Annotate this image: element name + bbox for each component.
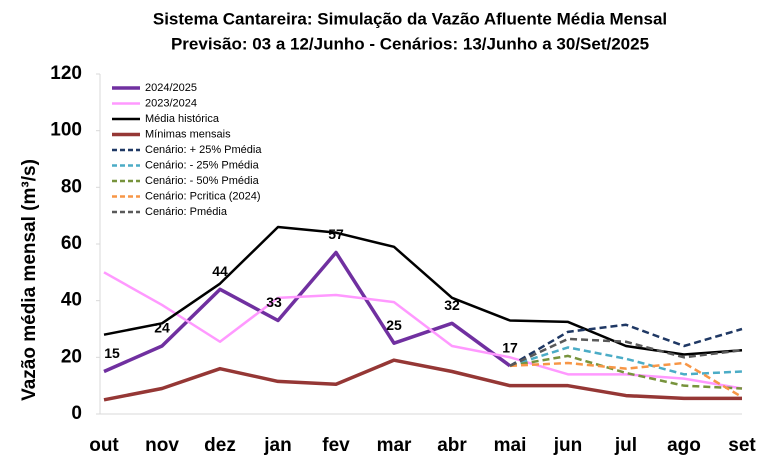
x-tick-label: jun: [553, 435, 583, 456]
legend-label: Cenário: - 25% Pmédia: [145, 159, 260, 171]
data-label: 15: [104, 345, 120, 361]
chart-title: Sistema Cantareira: Simulação da Vazão A…: [153, 9, 667, 28]
y-tick-label: 120: [50, 63, 82, 84]
series-line: [103, 225, 743, 356]
series-line: [103, 358, 742, 402]
y-tick-label: 100: [50, 120, 82, 141]
series-line: [509, 323, 743, 367]
series-line: [509, 354, 743, 390]
data-label: 57: [328, 226, 344, 242]
x-tick-label: nov: [145, 435, 179, 456]
x-tick-label: ago: [667, 435, 701, 456]
y-tick-label: 20: [61, 346, 82, 367]
x-tick-label: abr: [437, 435, 467, 456]
x-tick-label: mai: [494, 435, 527, 456]
legend-label: Cenário: - 50% Pmédia: [145, 175, 260, 187]
data-label: 33: [266, 294, 282, 310]
x-tick-label: jan: [263, 435, 291, 456]
data-label: 44: [212, 263, 228, 279]
y-tick-label: 80: [61, 176, 82, 197]
y-tick-label: 0: [71, 403, 82, 424]
x-tick-label: jul: [614, 435, 637, 456]
y-tick-label: 40: [61, 290, 82, 311]
legend-label: 2023/2024: [145, 97, 197, 109]
y-axis-label: Vazão média mensal (m³/s): [19, 159, 40, 401]
legend-label: Cenário: Pcritica (2024): [145, 190, 261, 202]
series-line: [509, 346, 743, 376]
data-label: 17: [502, 340, 518, 356]
data-label: 24: [154, 320, 170, 336]
legend-label: Cenário: + 25% Pmédia: [145, 144, 262, 156]
y-tick-label: 60: [61, 233, 82, 254]
chart-subtitle: Previsão: 03 a 12/Junho - Cenários: 13/J…: [171, 34, 649, 53]
legend-label: 2024/2025: [145, 82, 197, 94]
series-line: [509, 361, 743, 399]
x-tick-label: out: [89, 435, 119, 456]
legend-label: Média histórica: [145, 113, 220, 125]
x-tick-label: set: [728, 435, 756, 456]
data-label: 32: [444, 297, 460, 313]
x-tick-label: mar: [377, 435, 412, 456]
legend-label: Cenário: Pmédia: [145, 206, 228, 218]
x-tick-label: fev: [322, 435, 350, 456]
series-line: [509, 337, 743, 367]
series-line: [103, 250, 512, 374]
x-tick-label: dez: [204, 435, 236, 456]
series-line: [103, 271, 743, 390]
data-label: 25: [386, 317, 402, 333]
legend-label: Mínimas mensais: [145, 128, 231, 140]
